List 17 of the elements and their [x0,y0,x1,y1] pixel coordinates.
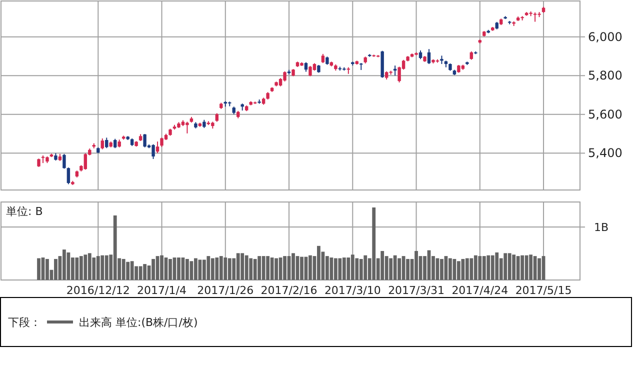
x-tick-label: 2017/4/24 [452,284,508,297]
legend-label: 出来高 単位:(B株/口/枚) [79,316,198,329]
x-tick-label: 2017/3/31 [388,284,444,297]
x-tick-label: 2017/5/15 [515,284,572,297]
legend-title: 下段： [8,316,41,329]
y-tick-label: 5,800 [588,68,622,83]
ref-line-label: 1B [594,221,609,234]
x-tick-label: 2017/1/4 [137,284,186,297]
x-tick-label: 2017/3/10 [324,284,381,297]
legend: 下段： 出来高 単位:(B株/口/枚) [0,297,632,347]
x-tick-label: 2017/2/16 [260,284,318,297]
x-tick-label: 2017/1/26 [197,284,254,297]
y-tick-label: 6,000 [588,30,622,44]
y-axis-title: 単位: B [6,205,43,218]
x-tick-label: 2016/12/12 [66,284,130,297]
y-tick-label: 5,600 [588,107,622,122]
y-tick-label: 5,400 [588,146,622,160]
